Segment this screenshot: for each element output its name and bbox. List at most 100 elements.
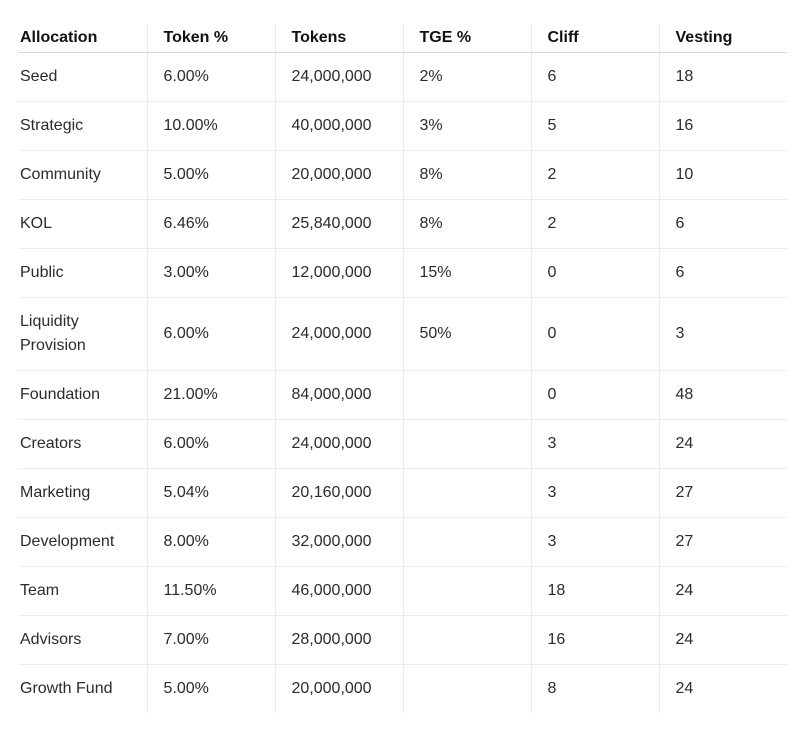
cell-cliff: 3 <box>530 517 659 567</box>
cell-cliff: 18 <box>530 566 659 616</box>
table-row: Creators 6.00% 24,000,000 3 24 <box>18 419 787 469</box>
cell-tokens: 28,000,000 <box>274 615 403 665</box>
cell-cliff: 3 <box>530 468 659 518</box>
cell-cliff: 5 <box>530 101 659 151</box>
cell-cliff: 6 <box>530 52 659 102</box>
cell-token-percent: 5.04% <box>146 468 275 518</box>
cell-token-percent: 11.50% <box>146 566 275 616</box>
cell-tge-percent <box>402 370 531 420</box>
cell-tge-percent <box>402 468 531 518</box>
cell-allocation: Community <box>18 150 147 200</box>
cell-token-percent: 6.00% <box>146 419 275 469</box>
cell-tokens: 24,000,000 <box>274 419 403 469</box>
cell-allocation: Advisors <box>18 615 147 665</box>
cell-tge-percent: 8% <box>402 150 531 200</box>
cell-token-percent: 6.00% <box>146 297 275 371</box>
cell-allocation: Development <box>18 517 147 567</box>
cell-cliff: 16 <box>530 615 659 665</box>
cell-tge-percent: 8% <box>402 199 531 249</box>
token-allocation-table-container: Allocation Token % Tokens TGE % Cliff Ve… <box>18 24 787 713</box>
table-row: Community 5.00% 20,000,000 8% 2 10 <box>18 150 787 200</box>
cell-vesting: 27 <box>658 517 787 567</box>
cell-tge-percent <box>402 566 531 616</box>
cell-allocation: Seed <box>18 52 147 102</box>
table-row: Liquidity Provision 6.00% 24,000,000 50%… <box>18 297 787 371</box>
cell-allocation: Growth Fund <box>20 680 113 697</box>
cell-tokens: 46,000,000 <box>274 566 403 616</box>
table-row: Seed 6.00% 24,000,000 2% 6 18 <box>18 52 787 102</box>
cell-cliff: 2 <box>530 150 659 200</box>
header-allocation: Allocation <box>18 24 147 53</box>
cell-allocation: Marketing <box>18 468 147 518</box>
cell-tokens: 84,000,000 <box>274 370 403 420</box>
header-vesting: Vesting <box>658 24 787 53</box>
cell-vesting: 3 <box>658 297 787 371</box>
token-allocation-table: Allocation Token % Tokens TGE % Cliff Ve… <box>18 24 787 713</box>
cell-cliff: 2 <box>530 199 659 249</box>
table-body: Seed 6.00% 24,000,000 2% 6 18 Strategic … <box>18 52 787 713</box>
cell-cliff: 3 <box>530 419 659 469</box>
cell-token-percent: 6.46% <box>146 199 275 249</box>
table-row: Marketing 5.04% 20,160,000 3 27 <box>18 468 787 518</box>
cell-vesting: 6 <box>658 199 787 249</box>
cell-vesting: 6 <box>658 248 787 298</box>
cell-vesting: 24 <box>658 566 787 616</box>
cell-token-percent: 6.00% <box>146 52 275 102</box>
table-row: Strategic 10.00% 40,000,000 3% 5 16 <box>18 101 787 151</box>
header-token-percent: Token % <box>146 24 275 53</box>
cell-tge-percent <box>402 517 531 567</box>
cell-vesting: 24 <box>658 615 787 665</box>
cell-vesting: 10 <box>658 150 787 200</box>
table-header: Allocation Token % Tokens TGE % Cliff Ve… <box>18 24 787 53</box>
cell-tokens: 25,840,000 <box>274 199 403 249</box>
cell-allocation: KOL <box>18 199 147 249</box>
cell-vesting: 27 <box>658 468 787 518</box>
cell-token-percent: 3.00% <box>146 248 275 298</box>
cell-allocation: Strategic <box>18 101 147 151</box>
cell-tge-percent <box>402 419 531 469</box>
table-row: Team 11.50% 46,000,000 18 24 <box>18 566 787 616</box>
cell-tokens: 20,000,000 <box>274 150 403 200</box>
table-row: Advisors 7.00% 28,000,000 16 24 <box>18 615 787 665</box>
cell-token-percent: 5.00% <box>146 664 275 713</box>
cell-token-percent: 8.00% <box>146 517 275 567</box>
cell-vesting: 24 <box>658 664 787 713</box>
cell-tokens: 32,000,000 <box>274 517 403 567</box>
cell-tge-percent: 2% <box>402 52 531 102</box>
cell-tge-percent <box>402 615 531 665</box>
cell-tge-percent: 3% <box>402 101 531 151</box>
table-row: KOL 6.46% 25,840,000 8% 2 6 <box>18 199 787 249</box>
cell-allocation: Foundation <box>18 370 147 420</box>
cell-token-percent: 21.00% <box>146 370 275 420</box>
cell-token-percent: 10.00% <box>146 101 275 151</box>
header-row: Allocation Token % Tokens TGE % Cliff Ve… <box>18 24 787 53</box>
cell-tge-percent: 15% <box>402 248 531 298</box>
cell-tokens: 20,000,000 <box>274 664 403 713</box>
table-row: Growth Fund 5.00% 20,000,000 8 24 <box>18 664 787 713</box>
cell-cliff: 0 <box>530 297 659 371</box>
cell-tokens: 24,000,000 <box>274 52 403 102</box>
cell-token-percent: 5.00% <box>146 150 275 200</box>
cell-cliff: 8 <box>530 664 659 713</box>
cell-tokens: 40,000,000 <box>274 101 403 151</box>
header-cliff: Cliff <box>530 24 659 53</box>
cell-tokens: 12,000,000 <box>274 248 403 298</box>
cell-vesting: 16 <box>658 101 787 151</box>
table-row: Development 8.00% 32,000,000 3 27 <box>18 517 787 567</box>
cell-tge-percent: 50% <box>402 297 531 371</box>
cell-vesting: 18 <box>658 52 787 102</box>
cell-allocation: Liquidity Provision <box>18 297 147 371</box>
cell-allocation: Public <box>18 248 147 298</box>
cell-tokens: 24,000,000 <box>274 297 403 371</box>
table-row: Public 3.00% 12,000,000 15% 0 6 <box>18 248 787 298</box>
cell-vesting: 48 <box>658 370 787 420</box>
cell-tokens: 20,160,000 <box>274 468 403 518</box>
cell-tge-percent <box>402 664 531 713</box>
cell-cliff: 0 <box>530 248 659 298</box>
header-tokens: Tokens <box>274 24 403 53</box>
cell-cliff: 0 <box>530 370 659 420</box>
header-tge-percent: TGE % <box>402 24 531 53</box>
cell-allocation: Team <box>18 566 147 616</box>
cell-token-percent: 7.00% <box>146 615 275 665</box>
cell-vesting: 24 <box>658 419 787 469</box>
